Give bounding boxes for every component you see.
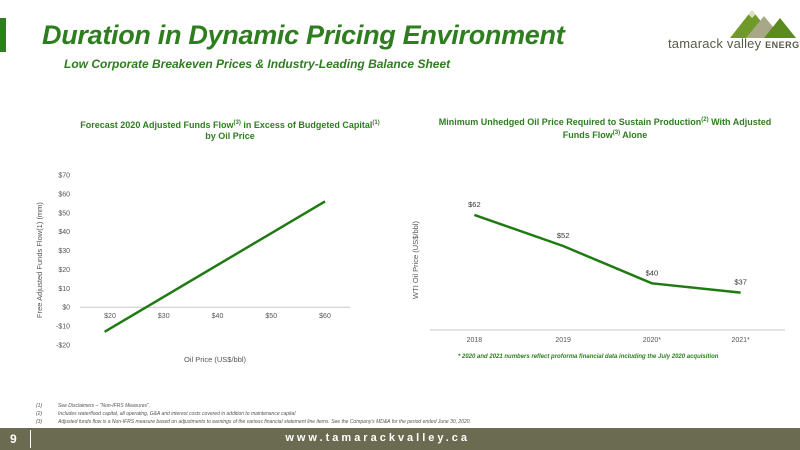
y-tick-label: $30 [58,248,70,255]
x-tick-label: 2020* [643,337,662,344]
x-tick-label: $20 [104,313,116,320]
y-tick-label: $10 [58,286,70,293]
logo-name: tamarack valley [668,36,762,51]
proforma-note: * 2020 and 2021 numbers reflect proforma… [458,354,719,360]
chart2-title-sup2: (3) [612,130,621,136]
footnote-number: (3) [36,419,43,425]
x-axis-label: Oil Price (US$/bbl) [184,355,247,364]
chart2-title-part2: With Adjusted Funds Flow [562,117,772,140]
y-tick-label: $20 [58,267,70,274]
mountain-logo-icon [730,10,796,38]
page-number: 9 [10,432,17,446]
footnote-item: (1) See Disclaimers – "Non-IFRS Measures… [36,402,471,410]
y-tick-label: -$10 [56,324,70,331]
x-tick-label: 2021* [731,337,750,344]
y-tick-label: $50 [58,210,70,217]
chart1-title-part1: Forecast 2020 Adjusted Funds Flow [80,120,234,130]
footnote-number: (2) [36,411,43,417]
series-line [473,213,741,294]
chart2-title-part1: Minimum Unhedged Oil Price Required to S… [438,117,702,127]
series-line [103,200,326,333]
chart1-title: Forecast 2020 Adjusted Funds Flow(3) in … [80,118,380,142]
chart1-title-sup2: (1) [372,120,380,126]
page-subtitle: Low Corporate Breakeven Prices & Industr… [64,57,451,71]
title-accent-bar [0,18,6,52]
y-tick-label: $0 [62,305,70,312]
free-funds-flow-chart: -$20 -$10 $0 $10 $20 $30 $40 $50 $60 $70 $20 $30 $40… [35,173,350,364]
x-tick-label: 2019 [555,337,571,344]
data-label: $37 [734,278,747,287]
website-link[interactable]: www.tamarackvalley.ca [285,432,470,444]
footnote-number: (1) [36,403,43,409]
footnote-item: (2) Includes waterflood capital, all ope… [36,410,471,418]
chart2-title-sup1: (2) [701,117,709,123]
x-tick-label: $50 [265,313,277,320]
chart2-title-part3: Alone [620,130,648,140]
x-tick-label: $60 [319,313,331,320]
data-label: $52 [557,231,570,240]
chart1-title-part3: by Oil Price [205,131,255,141]
chart2-title: Minimum Unhedged Oil Price Required to S… [430,115,780,141]
breakeven-price-chart: 2018 2019 2020* 2021* $62 $52 $40 $37 WTI Oil Pr… [411,200,785,344]
y-tick-label: $70 [58,173,70,180]
footnote-text: See Disclaimers – "Non-IFRS Measures". [58,403,151,409]
x-tick-label: $30 [158,313,170,320]
logo-wordmark: tamarack valley ENERGY [668,36,800,51]
footer-divider [30,430,31,448]
page-title: Duration in Dynamic Pricing Environment [42,20,565,50]
chart1-title-part2: in Excess of Budgeted Capital [240,120,373,130]
chart1-title-sup1: (3) [233,120,241,126]
y-axis-label: WTI Oil Price (US$/bbl) [411,221,420,299]
data-label: $40 [646,268,659,277]
footnote-item: (3) Adjusted funds flow is a Non-IFRS me… [36,418,471,426]
y-tick-label: $40 [58,229,70,236]
footer-bar [0,428,800,450]
x-tick-label: $40 [212,313,224,320]
x-tick-label: 2018 [467,337,483,344]
footnote-text: Adjusted funds flow is a Non-IFRS measur… [58,419,471,425]
footnotes: (1) See Disclaimers – "Non-IFRS Measures… [36,402,471,426]
y-tick-label: -$20 [56,343,70,350]
y-axis-label: Free Adjusted Funds Flow(1) (mm) [35,202,44,318]
data-label: $62 [468,200,481,209]
logo-suffix: ENERGY [765,40,800,50]
footnote-text: Includes waterflood capital, all operati… [58,411,296,417]
y-tick-label: $60 [58,191,70,198]
